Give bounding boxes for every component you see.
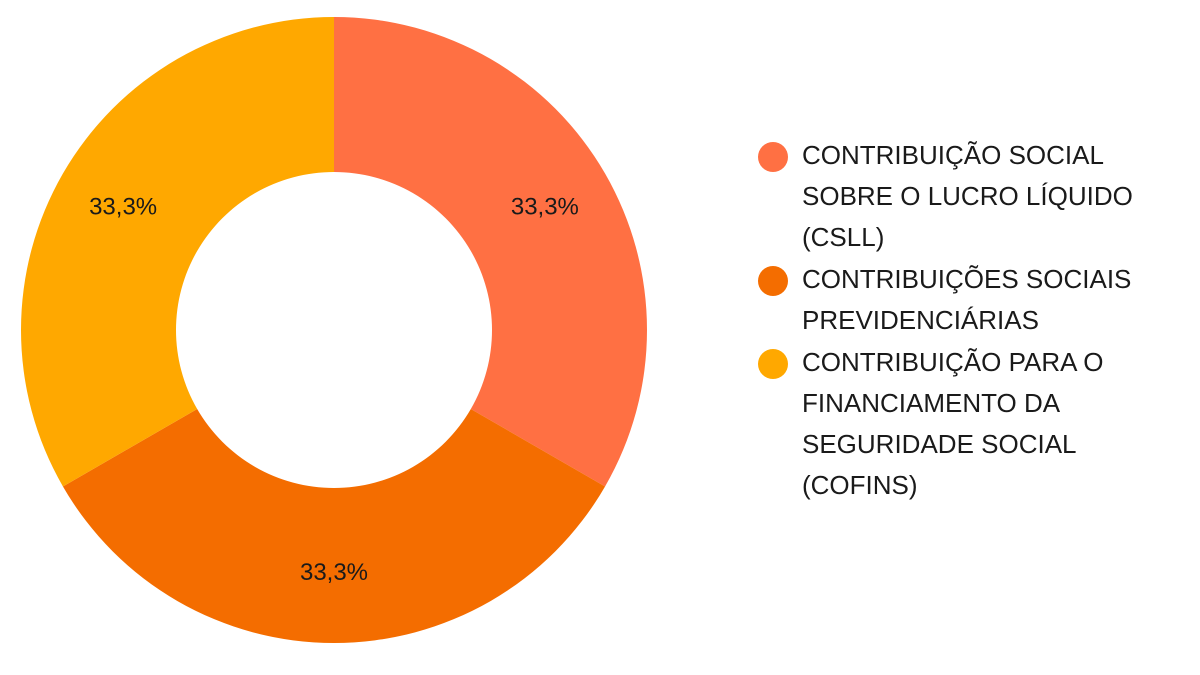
donut-slice-2 [62, 409, 606, 643]
legend-swatch-3 [758, 349, 788, 379]
legend-swatch-2 [758, 266, 788, 296]
chart-legend: CONTRIBUIÇÃO SOCIAL SOBRE O LUCRO LÍQUIDO… [758, 140, 1178, 512]
legend-label-line: CONTRIBUIÇÃO SOCIAL [802, 140, 1104, 170]
slice-data-label-1: 33,3% [511, 194, 579, 221]
slice-data-label-2: 33,3% [300, 559, 368, 586]
legend-label-line: PREVIDENCIÁRIAS [802, 305, 1039, 335]
slice-labels: 33,3% 33,3% 33,3% [89, 194, 579, 586]
slice-data-label-3: 33,3% [89, 194, 157, 221]
legend-item-3: CONTRIBUIÇÃO PARA O FINANCIAMENTO DA SEGUR… [758, 347, 1178, 506]
legend-label-line: CONTRIBUIÇÕES SOCIAIS [802, 264, 1132, 294]
legend-item-2: CONTRIBUIÇÕES SOCIAIS PREVIDENCIÁRIAS [758, 264, 1178, 341]
legend-label-2: CONTRIBUIÇÕES SOCIAIS PREVIDENCIÁRIAS [802, 259, 1131, 341]
legend-label-line: (CSLL) [802, 222, 885, 252]
donut-slice-3 [20, 17, 334, 487]
legend-label-line: CONTRIBUIÇÃO PARA O [802, 347, 1104, 377]
legend-label-1: CONTRIBUIÇÃO SOCIAL SOBRE O LUCRO LÍQUIDO… [802, 135, 1133, 258]
legend-label-line: FINANCIAMENTO DA [802, 388, 1061, 418]
donut-slice-1 [334, 17, 647, 487]
legend-label-line: (COFINS) [802, 470, 918, 500]
legend-label-line: SEGURIDADE SOCIAL [802, 429, 1077, 459]
legend-label-line: SOBRE O LUCRO LÍQUIDO [802, 181, 1133, 211]
donut-slices [20, 17, 647, 643]
legend-label-3: CONTRIBUIÇÃO PARA O FINANCIAMENTO DA SEGUR… [802, 342, 1103, 506]
legend-swatch-1 [758, 142, 788, 172]
legend-item-1: CONTRIBUIÇÃO SOCIAL SOBRE O LUCRO LÍQUIDO… [758, 140, 1178, 258]
